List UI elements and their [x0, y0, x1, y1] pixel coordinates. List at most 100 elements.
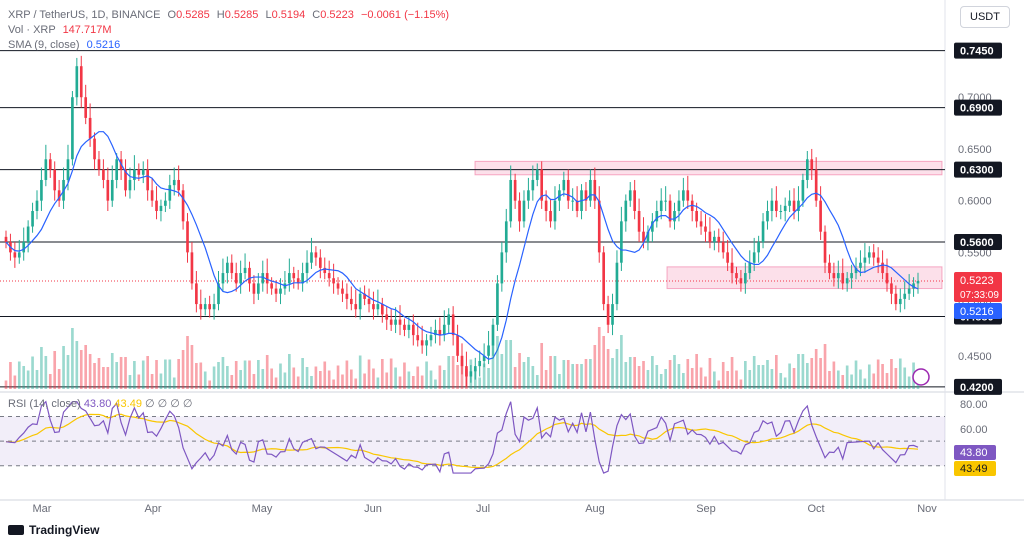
volume-bar: [726, 371, 729, 389]
candle-body: [876, 257, 880, 263]
volume-bar: [571, 364, 575, 389]
candle-body: [606, 304, 610, 325]
candle-body: [566, 179, 570, 201]
sma-badge: [954, 303, 1002, 320]
rsi-tick-label: 60.00: [960, 424, 988, 436]
candle-body: [673, 211, 676, 222]
volume-bar: [797, 354, 800, 389]
candle-body: [323, 267, 327, 274]
volume-bar: [363, 373, 366, 389]
tradingview-logo[interactable]: TradingView: [8, 523, 99, 537]
event-flag-icon: [912, 368, 930, 386]
volume-bar: [310, 376, 313, 389]
volume-label[interactable]: Vol · XRP: [8, 24, 56, 36]
rsi-value: 43.80: [83, 398, 112, 410]
volume-bar: [394, 367, 397, 389]
candle-body: [721, 242, 725, 253]
candle-body: [478, 360, 482, 367]
candle-body: [465, 366, 468, 377]
volume-bar: [788, 363, 791, 389]
candle-body: [819, 200, 822, 232]
candle-body: [659, 200, 663, 211]
volume-bar: [323, 361, 327, 389]
volume-bar: [106, 367, 110, 389]
time-tick-label: Apr: [144, 503, 161, 515]
candle-body: [903, 293, 907, 299]
volume-bar: [230, 375, 234, 389]
level-badge-label: 0.4200: [960, 382, 994, 394]
close-label: C: [312, 9, 321, 21]
volume-bar: [584, 359, 588, 389]
rsi-pane[interactable]: [0, 400, 945, 474]
volume-bar: [805, 363, 809, 389]
volume-bar: [380, 359, 384, 389]
volume-bar: [828, 371, 831, 389]
candle-body: [314, 252, 318, 258]
candle-body: [518, 200, 521, 222]
candle-body: [420, 340, 424, 346]
symbol-title[interactable]: XRP / TetherUS, 1D, BINANCE: [8, 9, 161, 21]
candle-body: [775, 200, 778, 211]
volume-bar: [420, 375, 424, 389]
volume-bar: [239, 370, 242, 389]
volume-bar: [606, 349, 610, 389]
volume-bar: [823, 344, 827, 389]
candle-body: [141, 169, 145, 175]
candle-body: [372, 304, 375, 310]
candle-body: [341, 288, 344, 294]
volume-bar: [482, 363, 486, 389]
rsi-line: [5, 400, 919, 474]
volume-bar: [115, 362, 119, 389]
price-pane[interactable]: [0, 0, 1024, 501]
candle-body: [814, 169, 818, 201]
sma-value: 0.5216: [86, 39, 121, 51]
time-tick-label: Mar: [33, 503, 52, 515]
volume-bar: [469, 359, 473, 389]
candle-body: [739, 278, 743, 284]
rsi-sma-line: [5, 413, 919, 469]
candle-body: [93, 138, 96, 160]
support-zone: [666, 266, 943, 290]
candle-body: [535, 169, 539, 180]
volume-bar: [500, 354, 504, 389]
candle-body: [752, 252, 756, 263]
volume-bar: [876, 359, 880, 389]
candle-body: [137, 169, 141, 175]
candle-body: [828, 262, 831, 274]
candle-body: [234, 273, 238, 284]
resistance-zone: [474, 160, 943, 176]
price-axis[interactable]: 0.70000.65000.60000.55000.50000.45000.74…: [954, 42, 1002, 476]
volume-bar: [651, 356, 654, 389]
volume-bar: [354, 378, 358, 389]
volume-bar: [655, 365, 659, 389]
volume-bar: [819, 358, 822, 389]
rsi-title[interactable]: RSI (14, close): [8, 398, 81, 410]
volume-bar: [164, 359, 167, 389]
candle-body: [664, 200, 667, 202]
candle-body: [195, 283, 198, 305]
candle-body: [380, 304, 384, 315]
candle-body: [389, 319, 393, 325]
rsi-badge: [954, 445, 996, 460]
candle-body: [438, 329, 442, 336]
current-price-label: 0.5223: [960, 275, 994, 287]
volume-bar: [270, 368, 273, 389]
time-axis[interactable]: Mar Apr May Jun Jul Aug Sep Oct Nov: [33, 503, 938, 515]
volume-bar: [110, 353, 114, 389]
candle-body: [544, 200, 548, 211]
volume-bar: [208, 380, 211, 389]
rsi-extras: ∅ ∅ ∅ ∅: [145, 398, 193, 410]
candle-body: [500, 252, 504, 284]
branding-label: TradingView: [29, 523, 100, 537]
level-badge: [954, 234, 1002, 251]
volume-bar: [9, 362, 12, 389]
sma-label[interactable]: SMA (9, close): [8, 39, 80, 51]
currency-button[interactable]: USDT: [960, 6, 1010, 28]
volume-bar: [403, 362, 406, 389]
volume-bar: [620, 335, 623, 389]
candle-body: [442, 324, 446, 336]
volume-bar: [314, 366, 318, 389]
volume-bar: [713, 371, 716, 389]
volume-bar: [79, 350, 83, 389]
